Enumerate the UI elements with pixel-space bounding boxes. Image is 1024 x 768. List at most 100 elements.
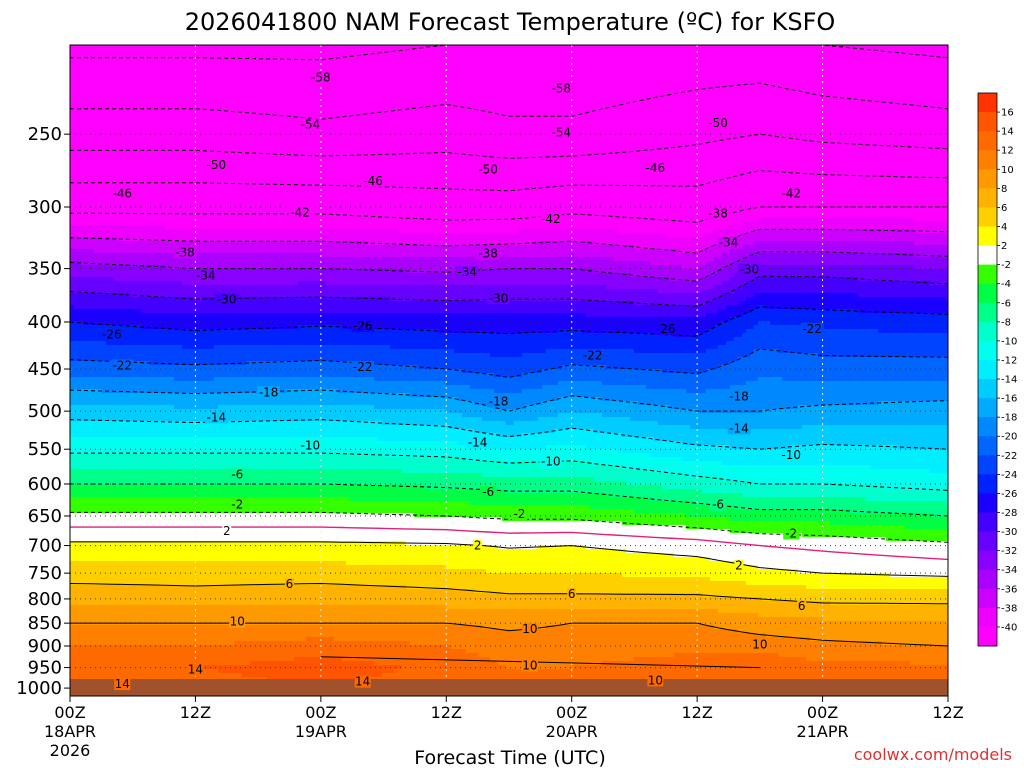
temperature-cell — [94, 641, 99, 646]
temperature-cell — [90, 661, 95, 666]
temperature-cell — [94, 609, 99, 614]
temperature-cell — [86, 605, 91, 610]
temperature-cell — [70, 69, 75, 74]
temperature-cell — [78, 573, 83, 578]
temperature-cell — [94, 73, 99, 78]
temperature-cell — [70, 429, 75, 434]
temperature-cell — [94, 585, 99, 590]
temperature-cell — [86, 89, 91, 94]
temperature-cell — [70, 241, 75, 246]
temperature-cell — [78, 357, 83, 362]
temperature-cell — [90, 533, 95, 538]
temperature-cell — [86, 513, 91, 518]
temperature-cell — [86, 349, 91, 354]
temperature-cell — [74, 393, 79, 398]
temperature-cell — [94, 537, 99, 542]
temperature-cell — [86, 649, 91, 654]
temperature-cell — [74, 201, 79, 206]
temperature-cell — [90, 125, 95, 130]
temperature-cell — [74, 45, 79, 50]
temperature-cell — [78, 201, 83, 206]
temperature-cell — [94, 121, 99, 126]
temperature-cell — [82, 357, 87, 362]
temperature-cell — [70, 373, 75, 378]
temperature-cell — [94, 237, 99, 242]
temperature-cell — [74, 157, 79, 162]
temperature-cell — [94, 605, 99, 610]
temperature-cell — [74, 185, 79, 190]
temperature-cell — [78, 161, 83, 166]
temperature-cell — [90, 501, 95, 506]
temperature-cell — [82, 629, 87, 634]
temperature-cell — [86, 505, 91, 510]
temperature-cell — [70, 309, 75, 314]
temperature-cell — [90, 653, 95, 658]
temperature-cell — [78, 429, 83, 434]
temperature-cell — [74, 517, 79, 522]
temperature-cell — [86, 345, 91, 350]
temperature-cell — [86, 549, 91, 554]
temperature-cell — [82, 89, 87, 94]
temperature-cell — [94, 173, 99, 178]
temperature-cell — [78, 453, 83, 458]
temperature-cell — [86, 477, 91, 482]
temperature-cell — [90, 461, 95, 466]
temperature-cell — [78, 125, 83, 130]
temperature-cell — [74, 601, 79, 606]
temperature-cell — [90, 629, 95, 634]
temperature-cell — [82, 45, 87, 50]
temperature-cell — [82, 189, 87, 194]
temperature-cell — [82, 329, 87, 334]
temperature-cell — [82, 109, 87, 114]
temperature-cell — [78, 129, 83, 134]
temperature-cell — [86, 633, 91, 638]
temperature-cell — [94, 177, 99, 182]
temperature-cell — [70, 261, 75, 266]
temperature-cell — [86, 253, 91, 258]
temperature-cell — [90, 477, 95, 482]
temperature-cell — [94, 673, 99, 678]
temperature-cell — [86, 85, 91, 90]
temperature-cell — [70, 165, 75, 170]
temperature-cell — [70, 129, 75, 134]
temperature-cell — [74, 73, 79, 78]
temperature-cell — [78, 517, 83, 522]
temperature-cell — [90, 573, 95, 578]
temperature-cell — [94, 225, 99, 230]
temperature-cell — [82, 473, 87, 478]
temperature-cell — [78, 253, 83, 258]
temperature-cell — [78, 593, 83, 598]
temperature-cell — [90, 337, 95, 342]
temperature-cell — [90, 161, 95, 166]
temperature-cell — [86, 281, 91, 286]
temperature-cell — [70, 393, 75, 398]
temperature-cell — [86, 501, 91, 506]
temperature-cell — [70, 421, 75, 426]
temperature-cell — [82, 97, 87, 102]
temperature-cell — [78, 277, 83, 282]
temperature-cell — [90, 489, 95, 494]
temperature-cell — [74, 561, 79, 566]
temperature-cell — [94, 137, 99, 142]
temperature-cell — [94, 89, 99, 94]
temperature-cell — [78, 341, 83, 346]
temperature-cell — [74, 429, 79, 434]
temperature-cell — [70, 113, 75, 118]
temperature-cell — [70, 589, 75, 594]
temperature-cell — [86, 129, 91, 134]
temperature-cell — [90, 201, 95, 206]
temperature-cell — [94, 269, 99, 274]
temperature-cell — [78, 473, 83, 478]
temperature-cell — [74, 401, 79, 406]
temperature-cell — [82, 285, 87, 290]
temperature-cell — [70, 381, 75, 386]
temperature-cell — [86, 121, 91, 126]
temperature-cell — [78, 77, 83, 82]
temperature-cell — [78, 197, 83, 202]
temperature-cell — [86, 533, 91, 538]
temperature-cell — [70, 385, 75, 390]
temperature-cell — [70, 313, 75, 318]
temperature-cell — [74, 49, 79, 54]
temperature-cell — [90, 65, 95, 70]
temperature-cell — [70, 617, 75, 622]
